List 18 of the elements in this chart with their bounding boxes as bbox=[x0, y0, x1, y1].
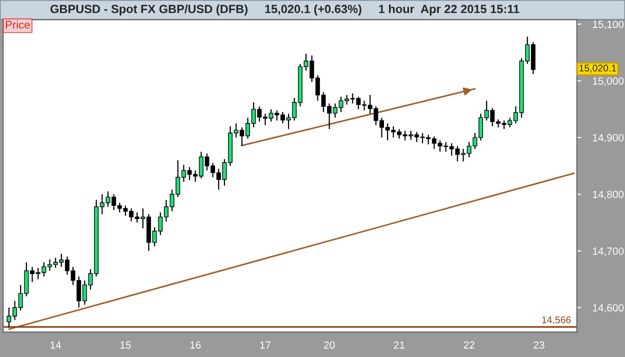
x-tick-label: 16 bbox=[190, 341, 201, 349]
x-tick-label: 23 bbox=[534, 341, 544, 349]
ref-line-label: 14,566 bbox=[542, 316, 571, 324]
y-tick-label: 14,600 bbox=[592, 304, 624, 313]
text: 15,020.1 bbox=[579, 64, 616, 73]
x-tick-label: 22 bbox=[464, 341, 474, 349]
y-tick-label: 15,100 bbox=[592, 20, 624, 30]
chart-title: GBPUSD - Spot FX GBP/USD (DFB) 15,020.1 (+0.63%) 1 hour Apr 22 2015 15:11 bbox=[50, 4, 520, 16]
x-tick-label: 20 bbox=[324, 341, 335, 349]
x-tick-label: 14 bbox=[50, 341, 62, 349]
annotation: Price bbox=[6, 20, 30, 29]
x-tick-label: 17 bbox=[260, 341, 271, 349]
y-tick-label: 14,700 bbox=[592, 247, 624, 256]
x-tick-label: 21 bbox=[394, 341, 404, 349]
y-tick-label: 14,800 bbox=[592, 190, 624, 200]
y-tick-label: 14,900 bbox=[592, 134, 624, 143]
x-tick-label: 15 bbox=[120, 341, 131, 349]
y-tick-label: 15,000 bbox=[592, 77, 624, 86]
